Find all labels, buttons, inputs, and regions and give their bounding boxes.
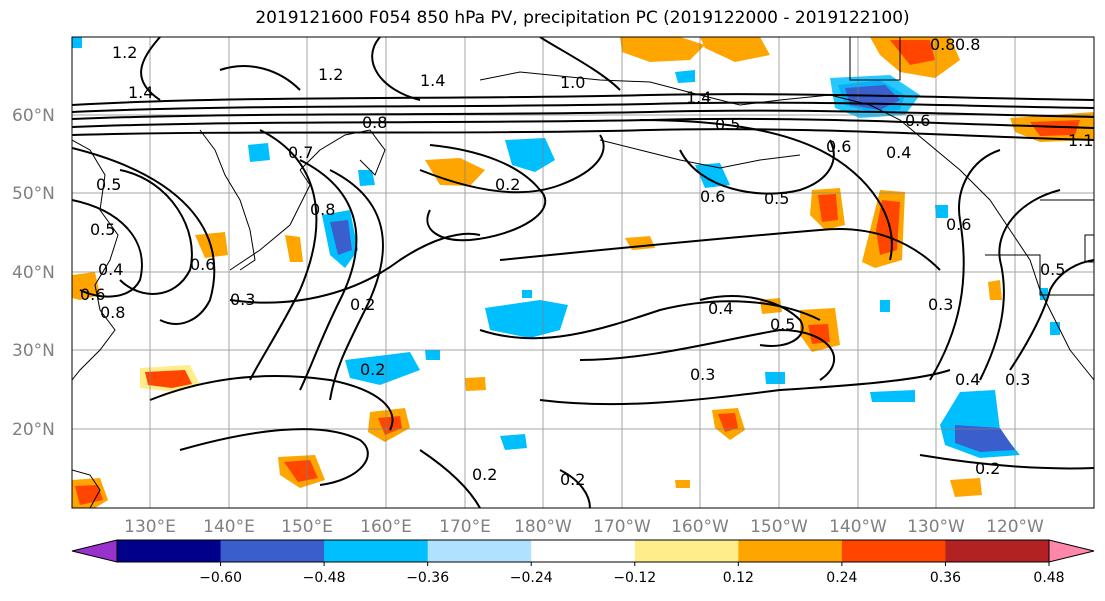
contour-label: 0.5 — [90, 220, 115, 239]
contour-label: 0.2 — [495, 175, 520, 194]
contour-label: 0.4 — [955, 370, 980, 389]
colorbar-outline — [116, 539, 1050, 563]
colorbar-tick-label: −0.60 — [199, 570, 242, 586]
lon-label: 180°W — [514, 517, 572, 537]
contour-label: 0.6 — [826, 137, 851, 156]
pv-contours — [72, 37, 1094, 508]
contour-label: 0.5 — [770, 315, 795, 334]
contour-label: 0.3 — [690, 365, 715, 384]
contour-label: 0.6 — [80, 285, 105, 304]
contour-label: 1.2 — [112, 43, 137, 62]
contour-labels: 1.2 1.4 1.2 1.4 1.0 1.4 0.8 0.8 0.6 0.7 … — [80, 35, 1093, 489]
lat-label: 40°N — [12, 263, 55, 283]
lon-label: 140°W — [829, 517, 887, 537]
contour-label: 0.3 — [230, 290, 255, 309]
colorbar-tick-label: 0.48 — [1033, 570, 1064, 586]
lon-label: 150°E — [281, 517, 333, 537]
lon-label: 160°E — [360, 517, 412, 537]
colorbar-bin — [945, 540, 1050, 562]
contour-label: 0.2 — [472, 465, 497, 484]
contour-label: 1.4 — [686, 88, 711, 107]
contour-label: 0.6 — [905, 111, 930, 130]
lat-label: 20°N — [12, 420, 55, 440]
colorbar-bin — [117, 540, 222, 562]
contour-label: 0.6 — [700, 187, 725, 206]
contour-label: 0.4 — [886, 143, 911, 162]
contour-label: 0.8 — [100, 303, 125, 322]
contour-label: 1.0 — [560, 73, 585, 92]
contour-label: 0.6 — [190, 255, 215, 274]
contour-label: 0.3 — [928, 295, 953, 314]
colorbar-tick-label: −0.12 — [613, 570, 656, 586]
contour-label: 0.5 — [764, 189, 789, 208]
colorbar-bin — [531, 540, 636, 562]
colorbar-tick-label: −0.36 — [406, 570, 449, 586]
contour-label: 0.5 — [1040, 260, 1065, 279]
lon-label: 160°W — [671, 517, 729, 537]
lon-label: 150°W — [750, 517, 808, 537]
lat-label: 50°N — [12, 184, 55, 204]
contour-label: 0.8 — [930, 35, 955, 54]
colorbar-tick-label: −0.48 — [303, 570, 346, 586]
colorbar-tick-label: 0.12 — [723, 570, 754, 586]
colorbar-tick-label: 0.24 — [826, 570, 857, 586]
contour-label: 0.2 — [350, 295, 375, 314]
colorbar-bin — [427, 540, 532, 562]
contour-label: 0.2 — [975, 459, 1000, 478]
lat-label: 60°N — [12, 106, 55, 126]
contour-label: 0.4 — [98, 260, 123, 279]
precipitation-shading — [72, 37, 1094, 508]
contour-label: 1.1 — [1068, 131, 1093, 150]
colorbar: −0.60 −0.48 −0.36 −0.24 −0.12 0.12 0.24 0.36 0.4… — [71, 539, 1095, 586]
lon-label: 120°W — [986, 517, 1044, 537]
colorbar-tick-label: 0.36 — [930, 570, 961, 586]
lon-label: 130°W — [907, 517, 965, 537]
longitude-labels: 130°E 140°E 150°E 160°E 170°E 180°W 170°… — [124, 517, 1044, 537]
plot-frame — [71, 36, 1095, 509]
colorbar-arrow-high — [1048, 539, 1095, 563]
lon-label: 170°W — [593, 517, 651, 537]
map-title: 2019121600 F054 850 hPa PV, precipitatio… — [255, 8, 910, 28]
colorbar-bin — [841, 540, 946, 562]
lon-label: 170°E — [439, 517, 491, 537]
contour-label: 0.8 — [362, 113, 387, 132]
lat-label: 30°N — [12, 341, 55, 361]
contour-label: 0.5 — [715, 115, 740, 134]
latitude-labels: 60°N 50°N 40°N 30°N 20°N — [12, 106, 55, 440]
contour-label: 1.2 — [318, 65, 343, 84]
colorbar-bin — [220, 540, 325, 562]
contour-label: 0.2 — [360, 360, 385, 379]
lon-label: 130°E — [124, 517, 176, 537]
colorbar-bin — [738, 540, 843, 562]
contour-label: 0.8 — [310, 200, 335, 219]
lon-label: 140°E — [203, 517, 255, 537]
colorbar-arrow-low — [71, 539, 118, 563]
contour-label: 0.2 — [560, 470, 585, 489]
contour-label: 0.7 — [288, 143, 313, 162]
colorbar-bin — [634, 540, 739, 562]
contour-label: 1.4 — [128, 83, 153, 102]
contour-label: 0.4 — [708, 299, 733, 318]
contour-label: 0.5 — [96, 175, 121, 194]
colorbar-tick-label: −0.24 — [510, 570, 553, 586]
contour-label: 0.6 — [946, 215, 971, 234]
contour-label: 0.3 — [1005, 370, 1030, 389]
contour-label: 0.8 — [955, 35, 980, 54]
colorbar-bin — [324, 540, 429, 562]
contour-label: 1.4 — [420, 71, 445, 90]
